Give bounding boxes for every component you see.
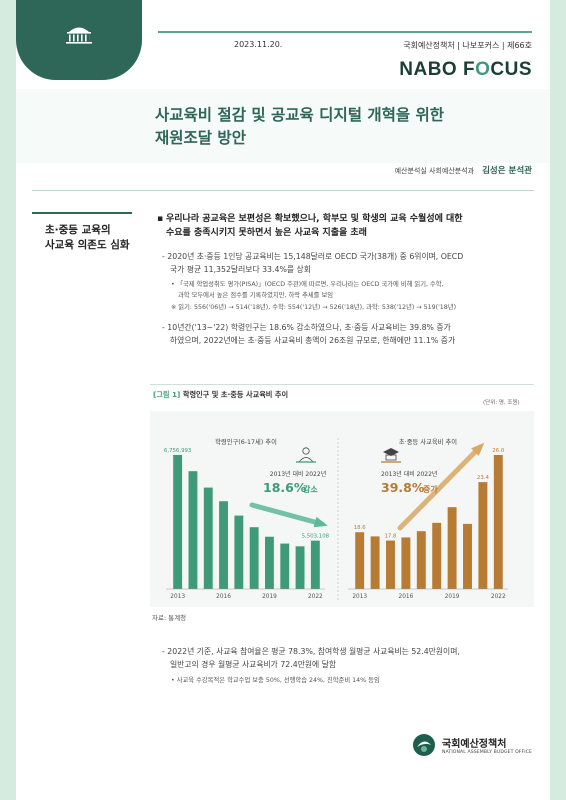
assembly-building-icon bbox=[66, 27, 92, 44]
footer-org-en: NATIONAL ASSEMBLY BUDGET OFFICE bbox=[442, 750, 533, 755]
author-name: 김성은 분석관 bbox=[482, 166, 532, 176]
sidebar-line-2: 사교육 의존도 심화 bbox=[45, 239, 130, 251]
paragraph-1-line-1: - 2020년 초·중등 1인당 공교육비는 15,148달러로 OECD 국가… bbox=[162, 252, 464, 261]
sidebar-rule bbox=[32, 212, 132, 214]
brand-text-2: CUS bbox=[490, 59, 532, 80]
note-1-line-1: • 「국제 학업성취도 평가(PISA)」(OECD 주관)에 따르면, 우리나… bbox=[171, 281, 444, 288]
paragraph-2-line-2: 하였으며, 2022년에는 초·중등 사교육비 총액이 26조원 규모로, 한해… bbox=[170, 335, 456, 345]
section-divider bbox=[32, 190, 534, 191]
paragraph-2-line-1: - 10년간('13~'22) 학령인구는 18.6% 감소하였으나, 초·중등… bbox=[162, 323, 451, 332]
nabo-emblem-icon bbox=[413, 734, 435, 756]
footer-org-name: 국회예산정책처 bbox=[442, 739, 507, 750]
author-dept: 예산분석실 사회예산분석과 bbox=[394, 167, 475, 175]
brand-accent: O bbox=[475, 59, 491, 80]
figure-top-rule bbox=[150, 384, 534, 385]
key-point: ▪ 우리나라 공교육은 보편성은 확보했으나, 학부모 및 학생의 교육 수월성에… bbox=[157, 212, 529, 240]
title-band bbox=[16, 89, 550, 163]
square-bullet-icon: ▪ bbox=[157, 214, 164, 224]
sidebar-heading: 초·중등 교육의 사교육 의존도 심화 bbox=[45, 223, 130, 253]
figure-tag: [그림 1] bbox=[153, 390, 181, 399]
figure-caption: [그림 1] 학령인구 및 초·중등 사교육비 추이 bbox=[153, 390, 288, 400]
figure-source: 자료: 통계청 bbox=[152, 614, 187, 622]
paragraph-3: - 2022년 기준, 사교육 참여율은 평균 78.3%, 참여학생 월평균 … bbox=[162, 646, 460, 671]
key-point-line-1: 우리나라 공교육은 보편성은 확보했으나, 학부모 및 학생의 교육 수월성에 … bbox=[166, 214, 463, 224]
figure-unit: (단위: 명, 조원) bbox=[483, 400, 520, 406]
title-line-2: 재원조달 방안 bbox=[155, 129, 246, 147]
header-logo-block bbox=[16, 0, 142, 80]
paragraph-3-line-1: - 2022년 기준, 사교육 참여율은 평균 78.3%, 참여학생 월평균 … bbox=[162, 647, 460, 656]
key-point-line-2: 수요를 충족시키지 못하면서 높은 사교육 지출을 초래 bbox=[166, 228, 367, 238]
title-line-1: 사교육비 절감 및 공교육 디지털 개혁을 위한 bbox=[155, 106, 445, 124]
paragraph-1: - 2020년 초·중등 1인당 공교육비는 15,148달러로 OECD 국가… bbox=[162, 251, 463, 276]
footer-logo: 국회예산정책처 NATIONAL ASSEMBLY BUDGET OFFICE bbox=[412, 733, 534, 759]
figure-panel bbox=[150, 411, 534, 607]
note-2: ※ 읽기: 556('06년) → 514('18년), 수학: 554('12… bbox=[171, 304, 457, 311]
paragraph-2: - 10년간('13~'22) 학령인구는 18.6% 감소하였으나, 초·중등… bbox=[162, 322, 455, 347]
brand-logo: NABO FOCUS bbox=[399, 59, 532, 81]
brand-text-1: NABO F bbox=[399, 59, 476, 80]
header-rule bbox=[158, 31, 532, 33]
issue-date: 2023.11.20. bbox=[234, 40, 283, 49]
note-1: • 「국제 학업성취도 평가(PISA)」(OECD 주관)에 따르면, 우리나… bbox=[171, 280, 444, 301]
figure-title: 학령인구 및 초·중등 사교육비 추이 bbox=[182, 390, 289, 399]
note-3: • 사교육 수강목적은 학교수업 보충 50%, 선행학습 24%, 진학준비 … bbox=[171, 677, 380, 684]
series-info: 국회예산정책처 | 나보포커스 | 제66호 bbox=[403, 41, 532, 50]
author-line: 예산분석실 사회예산분석과 김성은 분석관 bbox=[395, 164, 532, 176]
note-1-line-2: 과학 모두에서 높은 점수를 기록하였지만, 하락 추세를 보임 bbox=[178, 291, 334, 299]
page-title: 사교육비 절감 및 공교육 디지털 개혁을 위한 재원조달 방안 bbox=[155, 104, 444, 150]
paragraph-1-line-2: 국가 평균 11,352달러보다 33.4%를 상회 bbox=[170, 264, 311, 274]
sidebar-line-1: 초·중등 교육의 bbox=[45, 224, 111, 236]
paragraph-3-line-2: 일반고의 경우 월평균 사교육비가 72.4만원에 달함 bbox=[170, 659, 337, 669]
